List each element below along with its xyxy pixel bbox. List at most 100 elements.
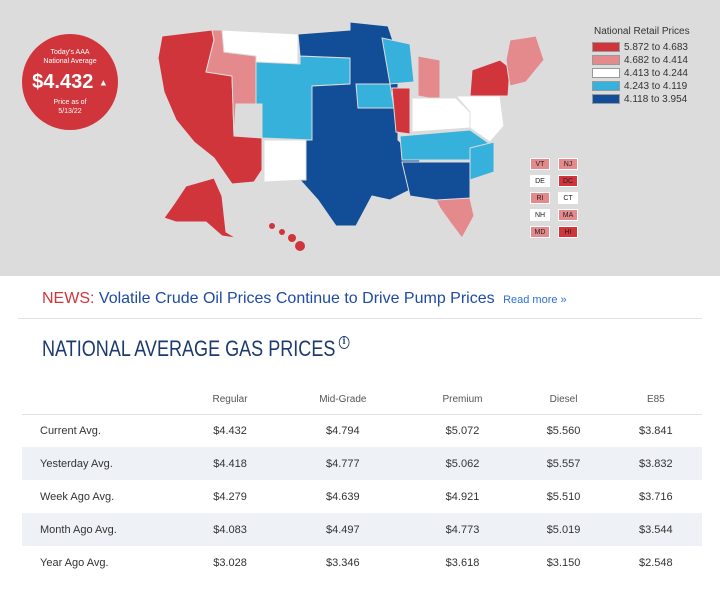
legend-swatch <box>592 94 620 104</box>
table-row: Month Ago Avg. $4.083 $4.497 $4.773 $5.019 $3… <box>22 513 702 546</box>
price-cell: $4.639 <box>326 490 360 503</box>
legend-swatch <box>592 68 620 78</box>
price-cell: $4.921 <box>445 490 480 503</box>
badge-as-of-date: 5/13/22 <box>58 107 82 115</box>
badge-price: $4.432 ▲ <box>22 70 118 95</box>
small-states-row: NH MA <box>530 209 578 221</box>
us-price-map[interactable] <box>0 0 600 276</box>
price-cell: $5.062 <box>407 447 518 480</box>
state-region-michigan[interactable] <box>417 55 441 101</box>
badge-price-value: $4.432 <box>32 71 94 93</box>
price-cell: $5.557 <box>517 447 610 480</box>
price-cell: $4.279 <box>213 490 247 503</box>
row-label: Current Avg. <box>22 413 182 447</box>
state-region-new-england[interactable] <box>505 35 545 87</box>
state-region-alaska[interactable] <box>163 177 237 239</box>
column-header-regular: Regular <box>182 386 279 415</box>
row-label: Yesterday Avg. <box>22 447 182 480</box>
price-cell: $2.548 <box>639 556 673 569</box>
section-divider <box>18 318 702 319</box>
table-header-empty <box>22 386 182 415</box>
state-region-iowa[interactable] <box>355 83 395 109</box>
legend-swatch <box>592 81 620 91</box>
info-icon[interactable]: i <box>338 336 350 349</box>
small-states-grid: VT NJ DE DC RI CT NH MA MD HI <box>530 158 578 243</box>
legend-label: 4.118 to 3.954 <box>624 93 688 105</box>
column-header-diesel: Diesel <box>517 386 610 415</box>
news-banner: NEWS: Volatile Crude Oil Prices Continue… <box>42 290 682 312</box>
table-row: Week Ago Avg. $4.279 $4.639 $4.921 $5.510 $3.… <box>22 480 702 513</box>
column-header-premium: Premium <box>407 386 518 415</box>
table-row: Yesterday Avg. $4.418 $4.777 $5.062 $5.557 $3… <box>22 447 702 480</box>
legend-label: 4.413 to 4.244 <box>624 67 688 79</box>
legend-item: 4.682 to 4.414 <box>592 54 710 66</box>
price-cell: $3.544 <box>609 513 702 546</box>
small-state-vt[interactable]: VT <box>530 158 550 170</box>
legend-item: 4.243 to 4.119 <box>592 80 710 92</box>
legend-title: National Retail Prices <box>594 26 690 37</box>
badge-line2: National Average <box>43 58 97 65</box>
legend-item: 5.872 to 4.683 <box>592 41 710 53</box>
news-label: NEWS: <box>42 290 95 307</box>
state-region-hawaii[interactable] <box>269 223 305 251</box>
small-state-ri[interactable]: RI <box>530 192 550 204</box>
price-cell: $5.510 <box>546 490 581 503</box>
state-region-new-mexico[interactable] <box>263 139 307 183</box>
state-region-florida[interactable] <box>435 197 475 239</box>
badge-as-of-label: Price as of <box>53 98 87 106</box>
row-label: Year Ago Avg. <box>40 556 109 569</box>
price-cell: $4.418 <box>182 447 279 480</box>
price-cell: $4.083 <box>182 513 279 546</box>
legend-label: 4.682 to 4.414 <box>624 54 688 66</box>
row-label: Month Ago Avg. <box>22 513 182 546</box>
price-cell: $5.019 <box>517 513 610 546</box>
small-state-ct[interactable]: CT <box>558 192 578 204</box>
state-region-new-york[interactable] <box>469 59 511 97</box>
column-header-e85: E85 <box>609 386 702 415</box>
table-row: Current Avg. $4.432 $4.794 $5.072 $5.560 $3.8… <box>22 413 702 447</box>
small-state-dc[interactable]: DC <box>558 175 578 187</box>
price-cell: $4.794 <box>278 413 408 447</box>
price-cell: $4.773 <box>407 513 518 546</box>
legend-item: 4.413 to 4.244 <box>592 67 710 79</box>
small-state-nj[interactable]: NJ <box>558 158 578 170</box>
table-row: Year Ago Avg. $3.028 $3.346 $3.618 $3.150 $2.… <box>22 546 702 579</box>
price-cell: $3.150 <box>546 556 581 569</box>
price-cell: $3.618 <box>445 556 480 569</box>
small-state-nh[interactable]: NH <box>530 209 550 221</box>
page-title: NATIONAL AVERAGE GAS PRICES i <box>42 336 350 364</box>
column-header-mid-grade: Mid-Grade <box>278 386 408 415</box>
legend-item: 4.118 to 3.954 <box>592 93 710 105</box>
small-state-de[interactable]: DE <box>530 175 550 187</box>
state-region-wisconsin[interactable] <box>381 37 415 85</box>
small-state-ma[interactable]: MA <box>558 209 578 221</box>
small-state-hi[interactable]: HI <box>558 226 578 238</box>
state-region-southeast-dark[interactable] <box>401 161 471 201</box>
state-region-carolinas[interactable] <box>469 141 495 181</box>
small-states-row: DE DC <box>530 175 578 187</box>
price-cell: $4.497 <box>278 513 408 546</box>
small-state-md[interactable]: MD <box>530 226 550 238</box>
news-headline[interactable]: Volatile Crude Oil Prices Continue to Dr… <box>98 290 495 307</box>
price-cell: $3.841 <box>609 413 702 447</box>
up-arrow-icon: ▲ <box>98 77 108 88</box>
state-region-illinois[interactable] <box>391 87 411 135</box>
price-cell: $4.777 <box>278 447 408 480</box>
table-header-row: Regular Mid-Grade Premium Diesel E85 <box>22 386 702 415</box>
badge-line1: Today's AAA <box>50 49 90 56</box>
legend-label: 4.243 to 4.119 <box>624 80 688 92</box>
small-states-row: MD HI <box>530 226 578 238</box>
legend-swatch <box>592 55 620 65</box>
gas-prices-table: Regular Mid-Grade Premium Diesel E85 Current… <box>22 386 702 579</box>
read-more-link[interactable]: Read more » <box>503 294 567 306</box>
row-label: Week Ago Avg. <box>40 490 115 503</box>
price-map-section: Today's AAA National Average $4.432 ▲ Pr… <box>0 0 720 276</box>
national-average-badge: Today's AAA National Average $4.432 ▲ Pr… <box>22 34 118 130</box>
price-cell: $3.346 <box>326 556 360 569</box>
state-region-ohio-valley[interactable] <box>411 97 471 133</box>
small-states-row: VT NJ <box>530 158 578 170</box>
price-cell: $3.832 <box>609 447 702 480</box>
legend-label: 5.872 to 4.683 <box>624 41 688 53</box>
small-states-row: RI CT <box>530 192 578 204</box>
price-cell: $3.028 <box>213 556 247 569</box>
